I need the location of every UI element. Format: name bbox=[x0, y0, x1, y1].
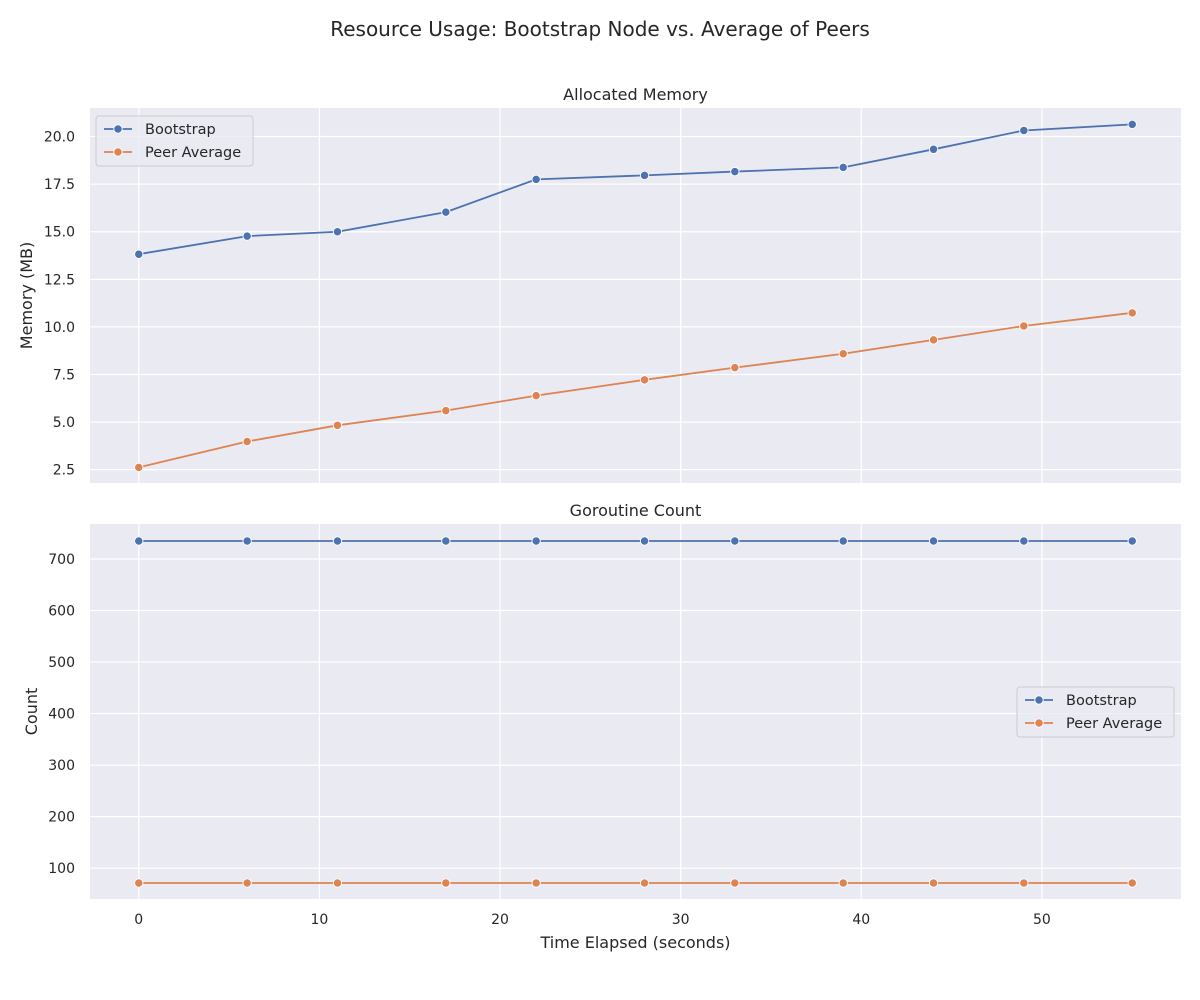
memory-bootstrap-point bbox=[531, 174, 541, 185]
memory-y-tick-label: 12.5 bbox=[44, 272, 75, 288]
goroutine-x-tick-label: 50 bbox=[1033, 912, 1051, 928]
goroutine-peer-average-point bbox=[242, 878, 252, 888]
goroutine-peer-average-point bbox=[134, 878, 144, 888]
goroutine-y-tick-label: 300 bbox=[48, 758, 75, 774]
memory-plot-background bbox=[90, 108, 1181, 483]
goroutine-peer-average-point bbox=[730, 878, 740, 888]
memory-y-tick-label: 15.0 bbox=[44, 225, 75, 241]
goroutine-peer-average-point bbox=[441, 878, 451, 888]
memory-bootstrap-point bbox=[242, 231, 252, 241]
x-axis-label: Time Elapsed (seconds) bbox=[539, 933, 730, 952]
goroutine-legend-bootstrap-marker bbox=[1034, 695, 1044, 705]
goroutine-y-axis-label: Count bbox=[22, 688, 41, 736]
memory-legend-peer-average-marker bbox=[113, 147, 123, 157]
goroutine-bootstrap-point bbox=[531, 536, 541, 546]
goroutine-x-tick-label: 40 bbox=[852, 912, 870, 928]
goroutine-legend-peer-average-marker bbox=[1034, 718, 1044, 728]
memory-chart-panel: 2.5 5.0 7.5 10.0 12.5 15.0 17.5 20.0 Allocated … bbox=[17, 85, 1181, 483]
goroutine-legend: Bootstrap Peer Average bbox=[1016, 686, 1175, 738]
goroutine-bootstrap-point bbox=[1019, 536, 1029, 546]
memory-peer-average-point bbox=[332, 420, 343, 430]
goroutine-x-tick-label: 0 bbox=[134, 912, 143, 928]
goroutine-bootstrap-point bbox=[928, 536, 939, 546]
goroutine-plot-background bbox=[90, 524, 1181, 899]
memory-bootstrap-point bbox=[639, 170, 650, 181]
goroutine-y-tick-label: 500 bbox=[48, 655, 75, 671]
memory-legend-peer-average-label: Peer Average bbox=[145, 145, 241, 161]
goroutine-bootstrap-point bbox=[134, 536, 144, 546]
goroutine-peer-average-point bbox=[531, 878, 541, 888]
goroutine-peer-average-point bbox=[639, 878, 650, 888]
memory-peer-average-point bbox=[639, 375, 650, 385]
memory-peer-average-point bbox=[1019, 321, 1029, 331]
goroutine-y-tick-label: 600 bbox=[48, 604, 75, 620]
memory-bootstrap-point bbox=[928, 144, 939, 154]
goroutine-x-tick-label: 20 bbox=[491, 912, 509, 928]
goroutine-chart-title: Goroutine Count bbox=[570, 501, 702, 520]
memory-peer-average-point bbox=[531, 390, 541, 401]
goroutine-bootstrap-point bbox=[332, 536, 343, 546]
memory-legend-bootstrap-label: Bootstrap bbox=[145, 122, 216, 138]
memory-bootstrap-point bbox=[838, 162, 848, 173]
goroutine-bootstrap-point bbox=[838, 536, 848, 546]
memory-bootstrap-point bbox=[441, 207, 451, 217]
memory-y-tick-label: 17.5 bbox=[44, 177, 75, 193]
goroutine-bootstrap-point bbox=[639, 536, 650, 546]
goroutine-bootstrap-point bbox=[1127, 536, 1137, 546]
memory-bootstrap-point bbox=[1127, 119, 1137, 130]
goroutine-bootstrap-point bbox=[441, 536, 451, 546]
goroutine-peer-average-point bbox=[332, 878, 343, 888]
goroutine-peer-average-point bbox=[1019, 878, 1029, 888]
goroutine-y-tick-label: 100 bbox=[48, 861, 75, 877]
memory-legend: Bootstrap Peer Average bbox=[95, 115, 254, 167]
goroutine-y-tick-label: 200 bbox=[48, 810, 75, 826]
memory-chart-title: Allocated Memory bbox=[563, 85, 708, 104]
goroutine-legend-peer-average-label: Peer Average bbox=[1066, 716, 1162, 732]
memory-peer-average-point bbox=[928, 335, 939, 345]
goroutine-bootstrap-point bbox=[730, 536, 740, 546]
memory-y-tick-label: 2.5 bbox=[53, 463, 75, 479]
memory-peer-average-point bbox=[134, 462, 144, 473]
memory-bootstrap-point bbox=[1019, 125, 1029, 136]
goroutine-x-tick-label: 30 bbox=[672, 912, 690, 928]
memory-y-tick-label: 5.0 bbox=[53, 415, 75, 431]
goroutine-y-tick-label: 400 bbox=[48, 707, 75, 723]
memory-bootstrap-point bbox=[332, 227, 343, 237]
goroutine-chart-panel: 0 10 20 30 40 50 100 200 300 400 500 600 700 Gorouti… bbox=[22, 501, 1181, 952]
memory-legend-box bbox=[95, 115, 254, 167]
goroutine-legend-box bbox=[1016, 686, 1175, 738]
memory-bootstrap-point bbox=[134, 249, 144, 259]
memory-y-tick-label: 10.0 bbox=[44, 320, 75, 336]
goroutine-y-tick-label: 700 bbox=[48, 552, 75, 568]
goroutine-x-tick-label: 10 bbox=[310, 912, 328, 928]
figure-title: Resource Usage: Bootstrap Node vs. Avera… bbox=[330, 17, 870, 41]
memory-peer-average-point bbox=[441, 406, 451, 416]
goroutine-legend-bootstrap-label: Bootstrap bbox=[1066, 693, 1137, 709]
goroutine-bootstrap-point bbox=[242, 536, 252, 546]
goroutine-peer-average-point bbox=[1127, 878, 1137, 888]
goroutine-peer-average-point bbox=[838, 878, 848, 888]
memory-peer-average-point bbox=[1127, 308, 1137, 318]
memory-bootstrap-point bbox=[730, 166, 740, 177]
memory-peer-average-point bbox=[838, 349, 848, 359]
memory-y-tick-label: 7.5 bbox=[53, 367, 75, 383]
memory-peer-average-point bbox=[730, 362, 740, 373]
memory-y-tick-label: 20.0 bbox=[44, 130, 75, 146]
goroutine-peer-average-point bbox=[928, 878, 939, 888]
memory-y-axis-label: Memory (MB) bbox=[17, 242, 36, 349]
memory-legend-bootstrap-marker bbox=[113, 124, 123, 134]
memory-peer-average-point bbox=[242, 436, 252, 447]
